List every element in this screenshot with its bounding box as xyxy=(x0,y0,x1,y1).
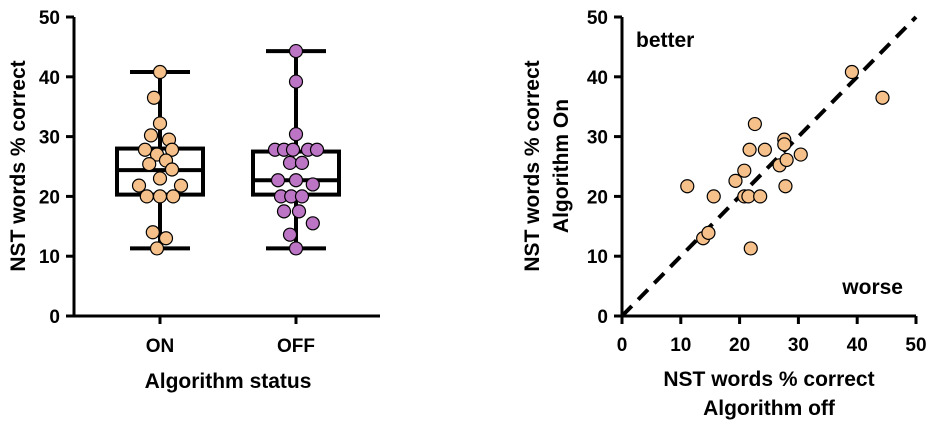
right-y-tick-label: 40 xyxy=(587,68,608,89)
right-y-ticks: 0 10 20 30 40 50 xyxy=(587,8,622,328)
annotation-better: better xyxy=(636,29,694,52)
data-point-off xyxy=(282,227,298,242)
data-point-on xyxy=(152,189,168,204)
right-x-tick-label: 40 xyxy=(847,335,868,356)
data-point-on xyxy=(158,231,174,246)
scatter-point xyxy=(875,90,890,105)
box-plot-panel: 0 10 20 30 40 50 ON OFF Algorithm status NST … xyxy=(7,8,380,393)
data-point-on xyxy=(166,189,181,204)
right-x-tick-label: 10 xyxy=(670,335,691,356)
scatter-point xyxy=(743,241,758,256)
annotation-worse: worse xyxy=(841,276,903,299)
scatter-points xyxy=(680,64,890,256)
data-point-on xyxy=(137,142,153,157)
right-x-tick-label: 20 xyxy=(729,335,750,356)
data-point-off xyxy=(276,204,292,219)
right-y-axis-label: NST words % correct xyxy=(521,60,544,271)
scatter-point xyxy=(680,179,695,194)
data-point-off xyxy=(288,74,304,89)
left-y-tick-label: 20 xyxy=(39,187,60,208)
data-point-on xyxy=(145,225,160,240)
right-x-tick-label: 30 xyxy=(788,335,809,356)
right-y-tick-label: 50 xyxy=(587,8,608,29)
data-point-off xyxy=(270,173,286,188)
data-point-off xyxy=(294,189,310,204)
left-x-axis-label: Algorithm status xyxy=(145,370,312,393)
left-y-tick-label: 50 xyxy=(39,8,60,29)
data-point-on xyxy=(173,178,189,193)
left-y-tick-label: 40 xyxy=(39,68,60,89)
x-tick-label-off: OFF xyxy=(277,336,315,357)
data-point-off xyxy=(288,43,304,59)
left-y-ticks: 0 10 20 30 40 50 xyxy=(39,8,74,328)
box-off-iqr xyxy=(251,149,341,197)
data-point-off xyxy=(305,216,320,231)
scatter-point xyxy=(728,173,743,188)
scatter-point xyxy=(742,142,757,157)
left-y-tick-label: 10 xyxy=(39,247,60,268)
right-y-tick-label: 20 xyxy=(587,187,608,208)
data-point-off xyxy=(305,177,320,192)
data-point-off xyxy=(288,127,304,142)
data-point-off xyxy=(294,155,310,171)
scatter-point xyxy=(747,116,762,132)
left-y-tick-label: 0 xyxy=(49,307,60,328)
right-y-tick-label: 0 xyxy=(597,307,608,328)
data-point-off xyxy=(285,142,301,157)
left-y-tick-label: 30 xyxy=(39,128,60,149)
data-point-on xyxy=(164,142,180,157)
x-tick-label-on: ON xyxy=(146,336,175,357)
data-point-on xyxy=(149,241,165,256)
right-x-axis-label-line2: Algorithm off xyxy=(703,397,836,420)
right-x-tick-label: 50 xyxy=(905,335,926,356)
identity-reference-line xyxy=(620,15,918,318)
scatter-point xyxy=(701,225,716,240)
right-y-tick-label: 30 xyxy=(587,128,608,149)
data-point-on xyxy=(146,90,162,105)
data-point-off xyxy=(288,241,304,256)
data-point-on xyxy=(152,171,168,186)
box-plot-points xyxy=(131,43,325,256)
data-point-off xyxy=(291,204,307,219)
scatter-point xyxy=(793,147,808,162)
scatter-point xyxy=(777,137,792,152)
data-point-on xyxy=(139,189,154,204)
scatter-point xyxy=(778,179,793,194)
scatter-point xyxy=(706,189,721,204)
right-x-axis-label: NST words % correct xyxy=(663,368,874,391)
data-point-off xyxy=(282,155,298,171)
scatter-point xyxy=(779,152,794,168)
right-y-axis-label-line2: Algorithm On xyxy=(550,99,573,233)
data-point-on xyxy=(131,178,147,193)
data-point-on xyxy=(142,157,157,172)
data-point-on xyxy=(152,64,168,80)
scatter-point xyxy=(753,189,768,204)
left-y-axis-label: NST words % correct xyxy=(7,60,30,271)
scatter-point xyxy=(844,64,860,80)
scatter-point xyxy=(737,163,752,178)
data-point-on xyxy=(152,116,168,131)
data-point-off xyxy=(288,173,304,188)
data-point-on xyxy=(143,128,159,143)
right-x-ticks: 0 10 20 30 40 50 xyxy=(617,316,927,356)
scatter-panel: 0 10 20 30 40 50 0 10 20 30 40 50 better worse NST… xyxy=(521,8,927,420)
right-x-tick-label: 0 xyxy=(617,335,628,356)
right-y-tick-label: 10 xyxy=(587,247,608,268)
scatter-point xyxy=(741,189,756,204)
data-point-on xyxy=(164,162,180,177)
scatter-point xyxy=(757,142,772,157)
data-point-off xyxy=(309,142,325,157)
